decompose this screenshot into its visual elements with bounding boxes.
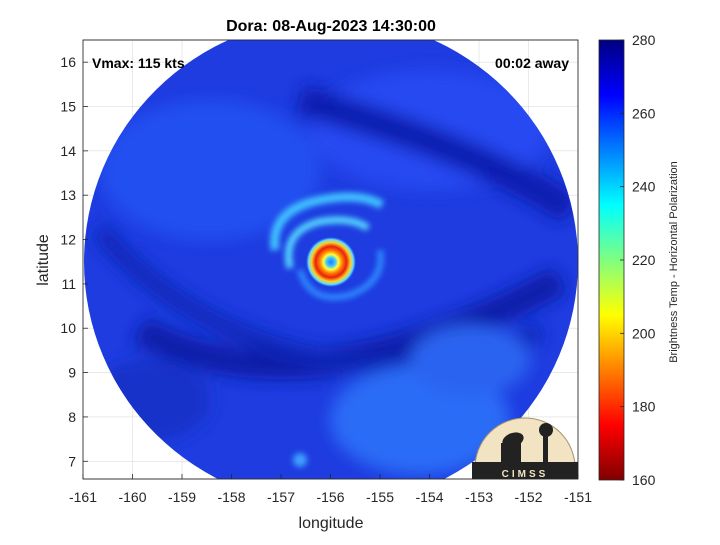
y-tick-label: 8	[68, 409, 76, 425]
y-tick-label: 13	[60, 187, 76, 203]
y-tick-label: 10	[60, 320, 76, 336]
colorbar-label: Brightness Temp - Horizontal Polarizatio…	[668, 161, 680, 363]
x-tick-label: -161	[69, 489, 97, 505]
colorbar-tick-label: 180	[632, 399, 656, 415]
time-offset-label: 00:02 away	[495, 55, 569, 71]
brightness-temp-image	[84, 40, 578, 479]
x-axis-label: longitude	[299, 515, 364, 532]
cimss-logo: CIMSS	[472, 417, 578, 480]
colorbar-tick-label: 260	[632, 105, 656, 121]
x-tick-label: -151	[564, 489, 592, 505]
x-tick-label: -154	[415, 489, 443, 505]
colorbar-tick-label: 280	[632, 32, 656, 48]
cimss-logo-text: CIMSS	[502, 469, 549, 480]
colorbar-ticks: 160 180 200 220 240 260 280	[620, 32, 656, 488]
colorbar-tick-label: 240	[632, 179, 656, 195]
eyewall	[306, 237, 356, 287]
y-tick-label: 14	[60, 143, 76, 159]
y-tick-label: 7	[68, 453, 76, 469]
colorbar-tick-label: 200	[632, 325, 656, 341]
y-tick-label: 15	[60, 99, 76, 115]
vmax-label: Vmax: 115 kts	[92, 55, 185, 71]
y-tick-label: 11	[61, 276, 76, 292]
colorbar-tick-label: 220	[632, 252, 656, 268]
x-tick-label: -158	[217, 489, 245, 505]
x-axis: -161 -160 -159 -158 -157 -156 -155 -154 -153 -152…	[69, 474, 592, 505]
y-axis: 7 8 9 10 11 12 13 14 15 16	[60, 54, 88, 469]
colorbar	[598, 39, 625, 481]
x-tick-label: -155	[366, 489, 394, 505]
x-tick-label: -153	[465, 489, 493, 505]
y-tick-label: 16	[60, 54, 76, 70]
y-tick-label: 9	[68, 365, 76, 381]
x-tick-label: -160	[118, 489, 146, 505]
x-tick-label: -156	[316, 489, 344, 505]
colorbar-tick-label: 160	[632, 472, 656, 488]
chart-title: Dora: 08-Aug-2023 14:30:00	[226, 18, 436, 35]
x-tick-label: -157	[267, 489, 295, 505]
y-tick-label: 12	[60, 232, 76, 248]
x-tick-label: -152	[514, 489, 542, 505]
y-axis-label: latitude	[35, 234, 52, 286]
x-tick-label: -159	[168, 489, 196, 505]
